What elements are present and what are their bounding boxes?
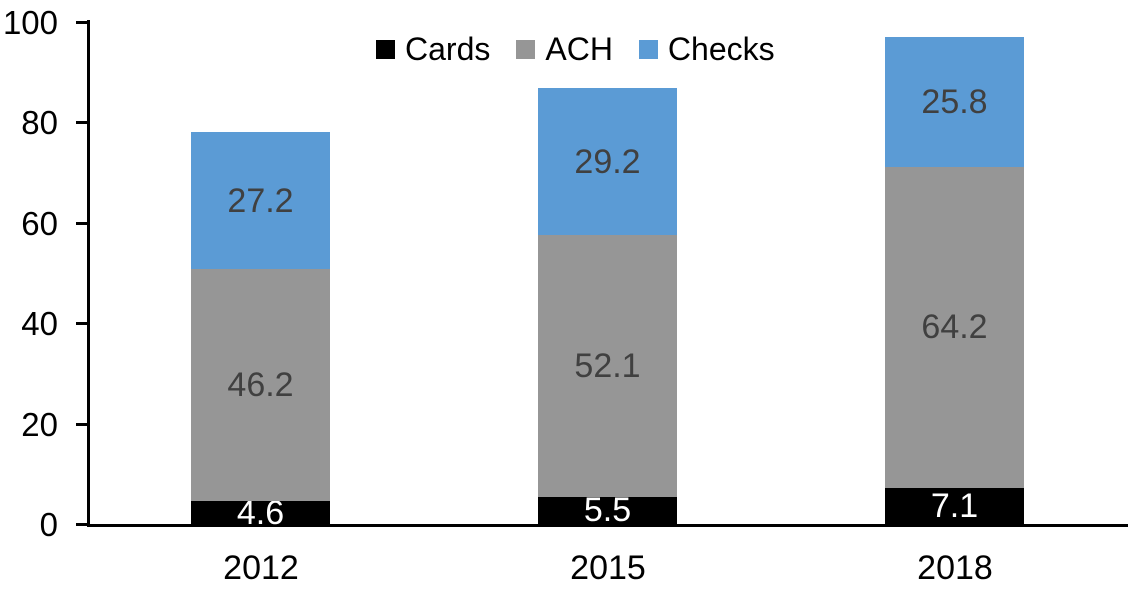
y-axis-tick-label-40: 40 bbox=[21, 305, 58, 342]
legend-swatch-cards bbox=[376, 39, 395, 59]
bar-2012-checks-value: 27.2 bbox=[227, 181, 294, 220]
legend-item-checks: Checks bbox=[638, 31, 775, 67]
y-axis-tick-label-80: 80 bbox=[21, 104, 58, 141]
y-axis-tick-100 bbox=[76, 21, 87, 24]
y-axis-tick-40 bbox=[76, 322, 87, 325]
bar-2018-checks-segment: 25.8 bbox=[885, 37, 1024, 167]
legend-swatch-checks bbox=[638, 39, 658, 59]
bar-2015-ach-segment: 52.1 bbox=[538, 235, 677, 497]
legend-item-cards: Cards bbox=[376, 33, 490, 65]
legend-swatch-ach bbox=[516, 39, 536, 59]
legend-item-ach: ACH bbox=[516, 33, 613, 65]
y-axis-tick-label-20: 20 bbox=[21, 406, 58, 443]
bar-2012-ach-value: 46.2 bbox=[227, 366, 294, 404]
bar-2015-cards-segment: 5.5 bbox=[538, 491, 677, 529]
legend-label-checks: Checks bbox=[667, 31, 775, 67]
y-axis-tick-label-100: 100 bbox=[2, 4, 58, 41]
y-axis-tick-20 bbox=[76, 423, 87, 426]
bar-2015-cards-value: 5.5 bbox=[583, 491, 632, 529]
bar-2018-checks-value: 25.8 bbox=[921, 83, 988, 121]
legend: Cards ACH Checks bbox=[376, 33, 775, 65]
y-axis-tick-label-60: 60 bbox=[21, 205, 58, 242]
legend-label-cards: Cards bbox=[405, 31, 491, 67]
bar-2018-ach-value: 64.2 bbox=[921, 308, 988, 346]
bar-2015-checks-value: 29.2 bbox=[574, 142, 641, 181]
bar-2018-cards-value: 7.1 bbox=[930, 487, 979, 525]
y-axis-line bbox=[87, 20, 90, 527]
bar-2012-ach-segment: 46.2 bbox=[191, 269, 330, 501]
bar-2015-checks-segment: 29.2 bbox=[538, 88, 677, 235]
y-axis-tick-0 bbox=[76, 523, 87, 526]
bar-2012-cards-segment: 4.6 bbox=[191, 496, 330, 530]
bar-2012-cards-value: 4.6 bbox=[236, 493, 285, 532]
bar-2018-cards-segment: 7.1 bbox=[885, 488, 1024, 524]
y-axis-tick-60 bbox=[76, 222, 87, 225]
y-axis-tick-label-0: 0 bbox=[39, 506, 58, 543]
bar-2018-ach-segment: 64.2 bbox=[885, 166, 1024, 488]
x-axis-label-2012: 2012 bbox=[223, 549, 299, 587]
y-axis-tick-80 bbox=[76, 121, 87, 124]
legend-label-ach: ACH bbox=[545, 31, 613, 67]
x-axis-line bbox=[87, 524, 1128, 527]
bar-2012-checks-segment: 27.2 bbox=[191, 132, 330, 269]
x-axis-label-2015: 2015 bbox=[570, 549, 646, 587]
bar-2015-ach-value: 52.1 bbox=[574, 347, 641, 385]
x-axis-label-2018: 2018 bbox=[917, 549, 993, 587]
